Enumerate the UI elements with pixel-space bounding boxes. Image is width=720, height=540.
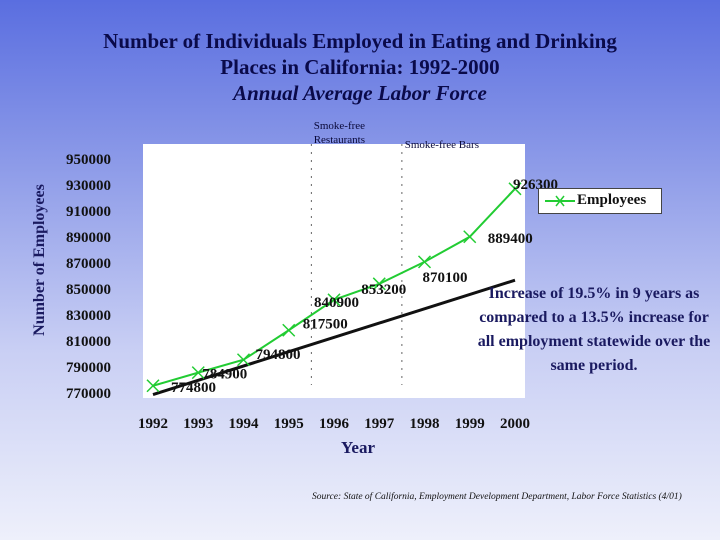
y-tick-label: 830000 [66,308,111,324]
x-tick-label: 1994 [229,416,260,432]
data-label: 840900 [314,295,359,311]
x-axis-label: Year [341,438,375,457]
y-tick-label: 850000 [66,282,111,298]
data-point [236,353,251,367]
comparison-note: Increase of 19.5% in 9 years as compared… [477,285,711,374]
data-label: 870100 [423,270,468,286]
data-label: 853200 [361,282,406,298]
y-tick-label: 870000 [66,256,111,272]
x-tick-label: 1998 [410,416,440,432]
data-point [282,323,296,337]
data-label: 889400 [488,231,533,247]
data-point [463,230,477,244]
annotation-label: Smoke-free Restaurants [314,120,365,146]
data-point [417,255,432,269]
x-tick-label: 1999 [455,416,485,432]
y-tick-label: 950000 [66,152,111,168]
plot-area [143,144,525,398]
data-label: 774800 [171,380,216,396]
legend: Employees [538,188,662,214]
y-tick-label: 790000 [66,360,111,376]
source-note: Source: State of California, Employment … [312,492,682,502]
data-label: 784900 [202,367,247,383]
data-label: 817500 [303,316,348,332]
x-tick-label: 1996 [319,416,350,432]
y-tick-label: 890000 [66,230,111,246]
data-point [327,293,341,307]
annotation-label: Smoke-free Bars [405,139,479,151]
trend-line [152,278,516,397]
y-tick-label: 910000 [66,204,111,220]
chart-title-line2: Places in California: 1992-2000 [220,55,500,79]
data-point [372,277,386,291]
chart-title-line1: Number of Individuals Employed in Eating… [103,29,617,53]
x-tick-label: 2000 [500,416,530,432]
data-point [191,366,205,380]
y-tick-label: 810000 [66,334,111,350]
data-point [508,182,522,196]
y-tick-label: 770000 [66,386,111,402]
x-tick-label: 1997 [364,416,395,432]
x-tick-label: 1993 [183,416,213,432]
legend-swatch-icon [545,195,575,207]
legend-label: Employees [577,192,647,208]
x-tick-label: 1992 [138,416,168,432]
chart-subtitle: Annual Average Labor Force [233,81,487,105]
data-point [146,379,160,393]
annotation-label-line: Smoke-free [314,120,365,132]
y-tick-label: 930000 [66,178,111,194]
data-label: 794800 [256,347,301,363]
annotation-label-line: Restaurants [314,134,365,146]
chart-title: Number of Individuals Employed in Eating… [0,28,720,106]
x-tick-label: 1995 [274,416,304,432]
